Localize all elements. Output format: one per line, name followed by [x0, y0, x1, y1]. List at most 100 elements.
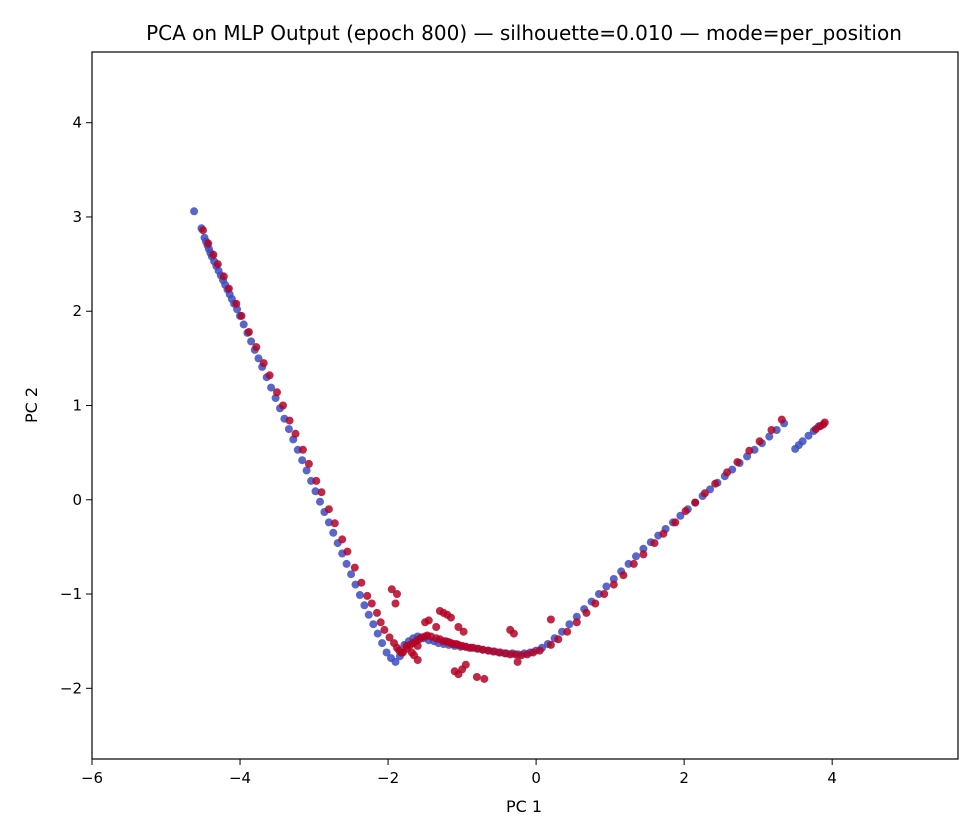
scatter-point — [600, 590, 609, 598]
scatter-point — [563, 627, 572, 636]
scatter-point — [513, 657, 522, 666]
scatter-point — [777, 415, 786, 424]
scatter-point — [629, 559, 638, 568]
y-tick-label: 3 — [72, 208, 82, 226]
scatter-point — [209, 250, 218, 259]
scatter-point — [291, 429, 300, 438]
scatter-point — [330, 519, 339, 528]
scatter-point — [554, 635, 563, 644]
scatter-point — [385, 633, 394, 642]
scatter-point — [723, 468, 732, 477]
scatter-point — [324, 518, 333, 527]
scatter-point — [224, 284, 233, 293]
y-tick-label: 4 — [72, 114, 82, 132]
scatter-point — [432, 623, 441, 631]
scatter-point — [535, 646, 544, 655]
scatter-point — [489, 647, 498, 656]
scatter-point — [357, 578, 366, 587]
scatter-point — [284, 425, 293, 434]
scatter-point — [407, 648, 416, 657]
y-tick-label: −2 — [60, 679, 82, 697]
scatter-point — [329, 528, 338, 537]
scatter-point — [582, 608, 591, 617]
scatter-point — [639, 550, 648, 559]
y-tick-label: −1 — [60, 585, 82, 603]
scatter-points — [190, 207, 829, 683]
scatter-point — [529, 648, 538, 657]
scatter-point — [393, 590, 401, 598]
x-tick-label: 0 — [531, 769, 541, 787]
scatter-point — [659, 529, 668, 538]
scatter-point — [650, 539, 659, 548]
scatter-point — [798, 437, 807, 446]
scatter-point — [609, 575, 618, 583]
scatter-point — [267, 383, 276, 392]
scatter-point — [373, 629, 382, 638]
scatter-point — [360, 601, 369, 610]
scatter-point — [700, 489, 709, 498]
scatter-point — [820, 418, 829, 427]
scatter-point — [273, 388, 281, 397]
scatter-point — [733, 458, 742, 467]
x-tick-label: −4 — [229, 769, 251, 787]
scatter-point — [509, 629, 518, 638]
chart-title: PCA on MLP Output (epoch 800) — silhouet… — [146, 21, 902, 45]
scatter-point — [711, 479, 720, 488]
scatter-point — [380, 625, 389, 634]
scatter-point — [298, 456, 307, 465]
scatter-point — [676, 511, 685, 520]
scatter-point — [546, 640, 555, 649]
y-axis-label: PC 2 — [22, 387, 41, 423]
scatter-point — [387, 585, 396, 594]
scatter-point — [517, 651, 526, 660]
scatter-point — [454, 623, 463, 631]
scatter-point — [382, 648, 391, 657]
scatter-point — [572, 618, 581, 627]
scatter-point — [247, 337, 256, 346]
scatter-point — [311, 487, 320, 496]
scatter-point — [316, 497, 324, 506]
scatter-point — [495, 648, 504, 657]
scatter-point — [265, 371, 274, 380]
scatter-point — [546, 615, 555, 624]
scatter-point — [312, 476, 321, 485]
scatter-point — [461, 660, 470, 669]
x-tick-label: 4 — [827, 769, 837, 787]
scatter-point — [424, 616, 433, 625]
scatter-point — [373, 608, 381, 617]
scatter-point — [378, 639, 387, 648]
y-tick-label: 1 — [72, 397, 82, 415]
scatter-point — [204, 239, 213, 248]
scatter-point — [511, 650, 520, 659]
x-tick-label: 2 — [679, 769, 689, 787]
scatter-point — [367, 599, 376, 608]
x-axis-label: PC 1 — [506, 797, 542, 816]
scatter-point — [324, 505, 333, 514]
scatter-point — [259, 359, 268, 368]
scatter-point — [232, 299, 241, 308]
scatter-point — [632, 552, 640, 561]
scatter-point — [363, 591, 372, 600]
scatter-point — [237, 311, 246, 320]
scatter-point — [765, 432, 774, 441]
scatter-point — [639, 544, 648, 553]
scatter-point — [691, 498, 700, 507]
scatter-point — [304, 459, 313, 468]
x-tick-label: −6 — [81, 769, 103, 787]
scatter-point — [199, 226, 207, 235]
scatter-point — [285, 416, 294, 425]
y-axis-ticks: −2 −1 0 1 2 3 4 — [60, 114, 92, 697]
scatter-point — [252, 343, 261, 352]
scatter-point — [413, 641, 422, 650]
scatter-point — [609, 580, 618, 589]
scatter-point — [413, 656, 422, 664]
scatter-point — [804, 431, 813, 440]
scatter-point — [681, 507, 690, 516]
scatter-point — [376, 618, 385, 627]
scatter-point — [239, 320, 248, 329]
scatter-point — [190, 207, 199, 216]
scatter-point — [342, 559, 351, 568]
scatter-point — [767, 426, 776, 434]
scatter-point — [472, 673, 481, 681]
